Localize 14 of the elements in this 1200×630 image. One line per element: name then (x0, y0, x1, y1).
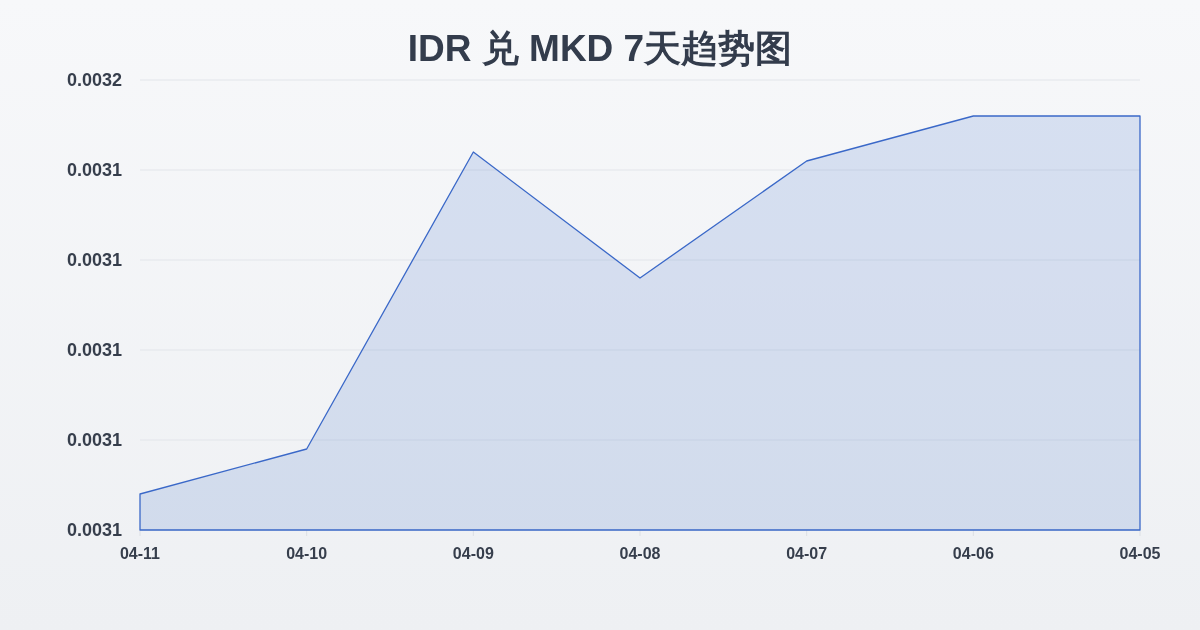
y-tick-label: 0.0031 (66, 340, 122, 360)
x-tick-label: 04-07 (786, 545, 828, 562)
x-tick-label: 04-11 (119, 545, 161, 562)
y-tick-label: 0.0031 (66, 250, 122, 270)
y-tick-label: 0.0031 (66, 160, 122, 180)
x-tick-label: 04-06 (952, 545, 994, 562)
y-tick-label: 0.0031 (66, 430, 122, 450)
x-tick-label: 04-08 (619, 545, 661, 562)
y-tick-label: 0.0032 (66, 70, 122, 90)
x-tick-label: 04-05 (1119, 545, 1161, 562)
x-tick-label: 04-10 (286, 545, 328, 562)
x-tick-label: 04-09 (452, 545, 494, 562)
chart-title: IDR 兑 MKD 7天趋势图 (407, 28, 793, 69)
y-tick-label: 0.0031 (66, 520, 122, 540)
